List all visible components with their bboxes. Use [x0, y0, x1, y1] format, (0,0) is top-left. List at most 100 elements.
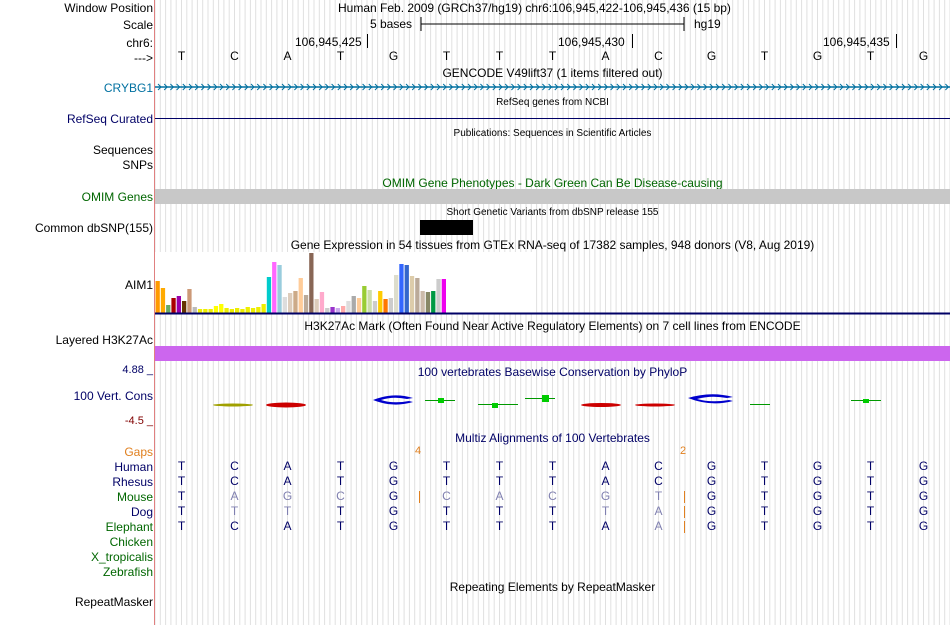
gtex-tissue-bar	[235, 308, 240, 313]
gtex-tissue-bar	[160, 288, 166, 313]
strand-chevron	[628, 83, 633, 91]
gaps-label[interactable]: Gaps	[124, 445, 153, 459]
repeatmasker-track-title[interactable]: Repeating Elements by RepeatMasker	[449, 580, 656, 594]
dbsnp-track-title[interactable]: Short Genetic Variants from dbSNP releas…	[446, 207, 659, 218]
strand-chevron	[604, 83, 609, 91]
phylop-track-title[interactable]: 100 vertebrates Basewise Conservation by…	[417, 365, 688, 379]
cons-logo-letter	[266, 402, 306, 408]
gencode-track-title[interactable]: GENCODE V49lift37 (1 items filtered out)	[442, 66, 663, 80]
alignment-base: T	[601, 504, 610, 518]
alignment-base: T	[336, 519, 345, 533]
multiz-track-title[interactable]: Multiz Alignments of 100 Vertebrates	[455, 431, 650, 445]
insertion-marker	[684, 491, 685, 503]
strand-chevron	[566, 83, 571, 91]
species-label[interactable]: Elephant	[105, 520, 153, 534]
window-position-label: Window Position	[64, 1, 153, 15]
omim-feature-bar[interactable]	[155, 189, 950, 204]
omim-track-title[interactable]: OMIM Gene Phenotypes - Dark Green Can Be…	[382, 176, 723, 190]
snps-label[interactable]: SNPs	[122, 158, 153, 172]
strand-chevron	[213, 83, 218, 91]
strand-chevron	[827, 83, 832, 91]
strand-chevron	[635, 83, 640, 91]
strand-chevron	[157, 83, 162, 91]
strand-chevron	[653, 83, 658, 91]
alignment-base: T	[442, 474, 451, 488]
refseq-label[interactable]: RefSeq Curated	[66, 112, 153, 126]
phylop-min-label: -4.5 _	[124, 415, 153, 427]
strand-chevron	[579, 83, 584, 91]
species-label[interactable]: Chicken	[109, 535, 153, 549]
strand-chevron	[659, 83, 664, 91]
phylop-label[interactable]: 100 Vert. Cons	[73, 389, 153, 403]
species-label[interactable]: Mouse	[116, 490, 153, 504]
pubs-track-title[interactable]: Publications: Sequences in Scientific Ar…	[453, 128, 652, 139]
gtex-tissue-bar	[166, 305, 171, 313]
gtex-tissue-bar	[293, 291, 298, 313]
alignment-base: T	[177, 519, 186, 533]
strand-chevron	[641, 83, 646, 91]
strand-chevron	[914, 83, 919, 91]
strand-chevron	[176, 83, 181, 91]
gtex-gene-label[interactable]: AIM1	[124, 278, 153, 292]
strand-chevron	[368, 83, 373, 91]
omim-label[interactable]: OMIM Genes	[81, 190, 153, 204]
coord-tick	[367, 34, 368, 48]
h3k27ac-label[interactable]: Layered H3K27Ac	[55, 333, 153, 347]
gtex-track-title[interactable]: Gene Expression in 54 tissues from GTEx …	[290, 238, 815, 252]
refseq-gene-feature[interactable]	[155, 118, 950, 119]
strand-chevron	[467, 83, 472, 91]
alignment-base: T	[866, 504, 875, 518]
species-label[interactable]: Rhesus	[112, 475, 153, 489]
alignment-base: T	[760, 504, 769, 518]
alignment-base: T	[442, 459, 451, 473]
gtex-tissue-bar	[399, 264, 404, 313]
strand-chevron	[294, 83, 299, 91]
dbsnp-label[interactable]: Common dbSNP(155)	[34, 221, 153, 235]
h3k27ac-track-title[interactable]: H3K27Ac Mark (Often Found Near Active Re…	[304, 319, 801, 333]
coord-tick-label: 106,945,435	[823, 35, 890, 49]
strand-chevron	[362, 83, 367, 91]
strand-chevron	[269, 83, 274, 91]
scale-label: Scale	[122, 18, 153, 32]
gene-label-crybg1[interactable]: CRYBG1	[103, 81, 153, 95]
strand-chevron	[573, 83, 578, 91]
dbsnp-variant[interactable]	[420, 220, 473, 235]
coord-tick	[632, 34, 633, 48]
alignment-base: T	[495, 459, 504, 473]
strand-chevron	[901, 83, 906, 91]
strand-chevron	[864, 83, 869, 91]
crybg1-gene-feature[interactable]	[155, 80, 950, 94]
alignment-base: G	[812, 474, 823, 488]
window-position-value[interactable]: Human Feb. 2009 (GRCh37/hg19) chr6:106,9…	[338, 1, 731, 15]
h3k27ac-signal[interactable]	[155, 346, 950, 361]
base-letter: G	[812, 49, 823, 63]
alignment-base: A	[601, 474, 610, 488]
gtex-expression-chart[interactable]	[155, 252, 950, 315]
repeatmasker-label[interactable]: RepeatMasker	[74, 595, 153, 609]
base-letter: T	[548, 49, 557, 63]
phylop-conservation-logo[interactable]	[155, 392, 950, 410]
species-label[interactable]: X_tropicalis	[90, 550, 153, 564]
strand-chevron	[709, 83, 714, 91]
alignment-base: T	[336, 474, 345, 488]
species-label[interactable]: Zebrafish	[102, 565, 153, 579]
gap-count: 2	[680, 445, 687, 457]
strand-chevron	[511, 83, 516, 91]
alignment-base: G	[812, 519, 823, 533]
strand-chevron	[814, 83, 819, 91]
alignment-base: T	[866, 459, 875, 473]
species-label[interactable]: Dog	[130, 505, 153, 519]
refseq-track-title[interactable]: RefSeq genes from NCBI	[496, 97, 609, 108]
gtex-tissue-bar	[436, 279, 441, 313]
strand-chevron	[300, 83, 305, 91]
gtex-tissue-bar	[383, 299, 388, 313]
strand-chevron	[833, 83, 838, 91]
alignment-base: C	[654, 459, 663, 473]
strand-chevron	[163, 83, 168, 91]
chrom-label: chr6:	[126, 36, 153, 50]
sequences-label[interactable]: Sequences	[92, 143, 153, 157]
cons-logo-letter	[438, 398, 444, 403]
strand-arrow-label[interactable]: --->	[134, 51, 153, 65]
base-letter: G	[706, 49, 717, 63]
species-label[interactable]: Human	[114, 460, 153, 474]
